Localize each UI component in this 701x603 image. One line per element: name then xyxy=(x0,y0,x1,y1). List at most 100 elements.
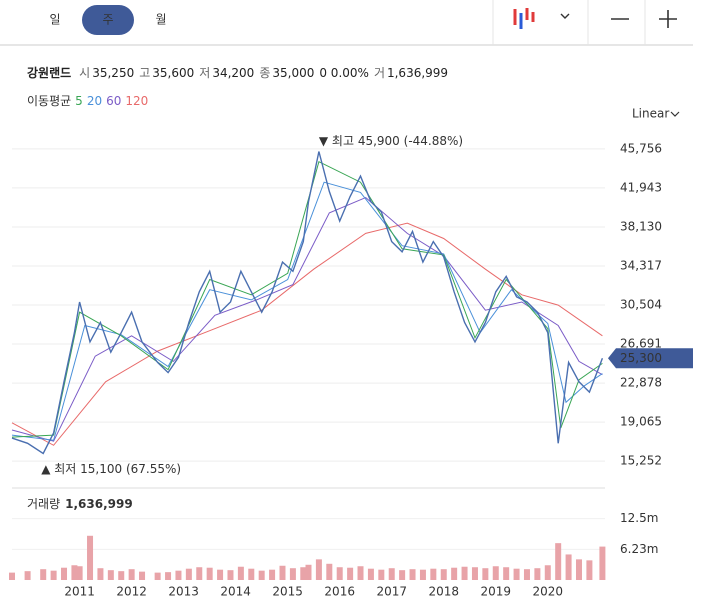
volume-bar xyxy=(139,571,146,580)
ma-line xyxy=(11,160,603,438)
low-annotation: ▲ 최저 15,100 (67.55%) xyxy=(41,462,181,476)
quote-value: 0 0.00% xyxy=(319,66,369,80)
volume-value: 1,636,999 xyxy=(65,497,133,511)
tab[interactable]: 일 xyxy=(49,13,60,27)
quote: 고 35,600 xyxy=(139,66,194,80)
volume-bar xyxy=(367,568,374,580)
y-tick-label: 6.23m xyxy=(620,542,658,556)
x-tick-label: 2016 xyxy=(324,585,355,599)
volume-bar xyxy=(227,570,234,580)
quote-value: 35,000 xyxy=(272,66,315,80)
volume-bar xyxy=(154,572,161,580)
volume-title: 거래량 1,636,999 xyxy=(27,497,133,511)
volume-bar xyxy=(61,567,68,580)
volume-bar xyxy=(419,569,426,580)
volume-bar xyxy=(503,567,510,580)
volume-bar xyxy=(107,570,114,580)
volume-bar xyxy=(185,568,192,580)
volume-bar xyxy=(347,567,354,580)
stock-name: 강원랜드 xyxy=(27,66,72,80)
volume-bar xyxy=(269,569,276,580)
scale-mode[interactable]: Linear xyxy=(632,107,669,121)
dropdown-chevron[interactable] xyxy=(560,13,570,19)
quote: 거 1,636,999 xyxy=(374,66,448,80)
tab[interactable]: 주 xyxy=(102,13,113,27)
volume-bar xyxy=(388,568,395,580)
volume-bar xyxy=(544,565,551,580)
x-tick-label: 2015 xyxy=(272,585,303,599)
volume-bar xyxy=(440,569,447,580)
quote-value: 35,600 xyxy=(152,66,195,80)
volume-bar xyxy=(165,572,172,580)
scale-chevron[interactable] xyxy=(670,111,680,117)
legend-entry: 120 xyxy=(125,94,149,108)
last-price-label: 25,300 xyxy=(620,351,662,365)
volume-bar xyxy=(97,568,104,580)
volume-bar xyxy=(289,568,296,580)
volume-bar xyxy=(305,564,312,580)
volume-bar xyxy=(482,568,489,580)
x-tick-label: 2019 xyxy=(480,585,511,599)
volume-bar xyxy=(555,543,562,580)
last-price-tag xyxy=(608,348,693,369)
volume-bar xyxy=(217,569,224,580)
high-annotation: ▼ 최고 45,900 (-44.88%) xyxy=(319,134,463,148)
chart-type-icon[interactable] xyxy=(513,8,535,29)
y-tick-label: 34,317 xyxy=(620,258,662,272)
quote-value: 1,636,999 xyxy=(386,66,449,80)
x-tick-label: 2014 xyxy=(220,585,251,599)
legend-entry: 60 xyxy=(106,94,122,108)
volume-bar xyxy=(24,571,31,580)
quote-label: 거 xyxy=(373,66,385,80)
volume-bar xyxy=(513,568,520,580)
tab[interactable]: 월 xyxy=(155,13,166,27)
volume-bar xyxy=(599,546,606,580)
volume-bar xyxy=(128,569,135,580)
quote-header: 강원랜드 시 35,250 고 35,600 저 34,200 종 35,000 0 0.00% 거… xyxy=(27,64,453,81)
quote: 시 35,250 xyxy=(79,66,134,80)
quote: 0 0.00% xyxy=(319,66,369,80)
legend-entry: 20 xyxy=(86,94,103,108)
y-tick-label: 22,878 xyxy=(620,376,662,390)
ma-title: 이동평균 xyxy=(27,94,72,108)
volume-bar xyxy=(565,554,572,580)
y-tick-label: 30,504 xyxy=(620,298,662,312)
quote-label: 고 xyxy=(139,66,151,80)
volume-bar xyxy=(534,568,541,580)
volume-bar xyxy=(76,566,83,580)
volume-bar xyxy=(471,567,478,580)
volume-label: 거래량 xyxy=(27,497,60,511)
quote-value: 35,250 xyxy=(92,66,135,80)
y-tick-label: 19,065 xyxy=(620,415,662,429)
x-tick-label: 2012 xyxy=(116,585,147,599)
quote-label: 종 xyxy=(259,66,271,80)
zoom-in[interactable] xyxy=(659,10,677,28)
volume-bar xyxy=(258,570,265,580)
volume-bar xyxy=(40,569,47,580)
volume-bar xyxy=(9,572,15,580)
y-tick-label: 12.5m xyxy=(620,511,658,525)
quote-label: 시 xyxy=(79,66,91,80)
quote-label: 저 xyxy=(199,66,211,80)
y-tick-label: 45,756 xyxy=(620,141,662,155)
volume-bar xyxy=(248,568,255,580)
tab-selected-bg xyxy=(82,5,134,35)
quote-value: 34,200 xyxy=(212,66,255,80)
volume-bar xyxy=(357,566,364,580)
quote: 종 35,000 xyxy=(259,66,314,80)
volume-bar xyxy=(87,535,94,580)
volume-bar xyxy=(315,559,322,580)
volume-bar xyxy=(409,569,416,580)
price-line xyxy=(11,151,604,455)
volume-bar xyxy=(300,567,307,580)
x-tick-label: 2011 xyxy=(64,585,95,599)
volume-bar xyxy=(279,565,286,580)
ma-line xyxy=(11,197,603,442)
y-tick-label: 41,943 xyxy=(620,180,662,194)
x-tick-label: 2020 xyxy=(533,585,564,599)
volume-bar xyxy=(586,560,593,580)
volume-bar xyxy=(523,569,530,580)
volume-bar xyxy=(175,570,182,580)
